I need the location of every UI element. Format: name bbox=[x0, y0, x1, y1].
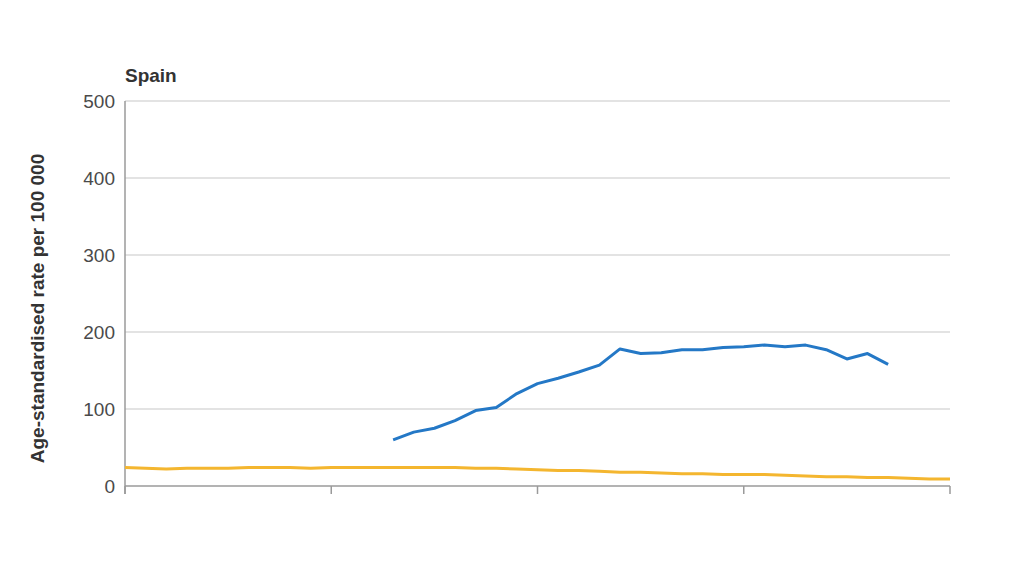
grid-line bbox=[125, 408, 950, 409]
grid-line bbox=[125, 331, 950, 332]
y-axis bbox=[124, 101, 126, 494]
grid-line bbox=[125, 254, 950, 255]
y-tick-label: 300 bbox=[83, 245, 115, 266]
grid-line bbox=[125, 100, 950, 101]
plot-area bbox=[125, 345, 950, 479]
x-tick bbox=[743, 486, 745, 494]
y-tick-label: 400 bbox=[83, 168, 115, 189]
chart-title: Spain bbox=[125, 65, 177, 86]
series-line bbox=[393, 345, 888, 440]
y-tick-label: 100 bbox=[83, 399, 115, 420]
y-tick-label: 200 bbox=[83, 322, 115, 343]
x-tick bbox=[537, 486, 539, 494]
y-tick-label: 500 bbox=[83, 91, 115, 112]
chart-container: 0 100 200 300 400 500 Spain Age-standardised ra… bbox=[0, 0, 1024, 576]
x-tick bbox=[331, 486, 333, 494]
chart-svg: 0 100 200 300 400 500 Spain Age-standardised ra… bbox=[0, 0, 1024, 576]
y-tick-label: 0 bbox=[104, 476, 115, 497]
x-tick bbox=[124, 486, 126, 494]
y-axis-label: Age-standardised rate per 100 000 bbox=[27, 154, 48, 463]
grid-line bbox=[125, 177, 950, 178]
x-tick bbox=[949, 486, 951, 494]
series-line bbox=[125, 468, 950, 480]
